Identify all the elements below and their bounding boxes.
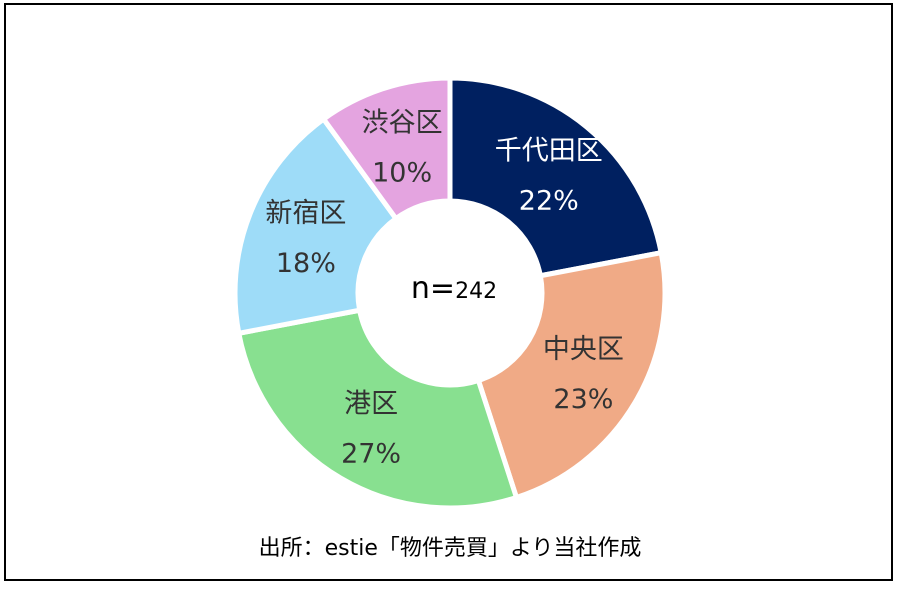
slice-name-label-1: 中央区 bbox=[543, 334, 624, 365]
slice-percent-label-4: 10% bbox=[372, 158, 432, 189]
slice-name-label-0: 千代田区 bbox=[495, 136, 603, 167]
source-note: 出所：estie「物件売買」より当社作成 bbox=[258, 536, 642, 561]
donut-slice-1 bbox=[475, 250, 668, 500]
slice-name-label-3: 新宿区 bbox=[265, 198, 346, 229]
slice-percent-label-3: 18% bbox=[276, 248, 336, 279]
donut-slice-4 bbox=[321, 75, 453, 222]
donut-slice-0 bbox=[447, 75, 664, 279]
center-label-prefix: n= bbox=[411, 271, 455, 306]
donut-slice-2 bbox=[236, 307, 519, 511]
slice-percent-label-0: 22% bbox=[519, 186, 579, 217]
center-label-value: 242 bbox=[455, 279, 497, 304]
center-label: n=242 bbox=[411, 271, 497, 306]
slice-percent-label-1: 23% bbox=[553, 384, 613, 415]
donut-slices bbox=[232, 75, 668, 511]
slice-percent-label-2: 27% bbox=[341, 438, 401, 469]
slice-name-label-4: 渋谷区 bbox=[362, 108, 443, 139]
donut-slice-3 bbox=[232, 116, 399, 336]
slice-name-label-2: 港区 bbox=[344, 388, 398, 419]
slice-labels: 千代田区 22% 中央区 23% 港区 27% 新宿区 18% 渋谷区 10% bbox=[265, 108, 624, 470]
